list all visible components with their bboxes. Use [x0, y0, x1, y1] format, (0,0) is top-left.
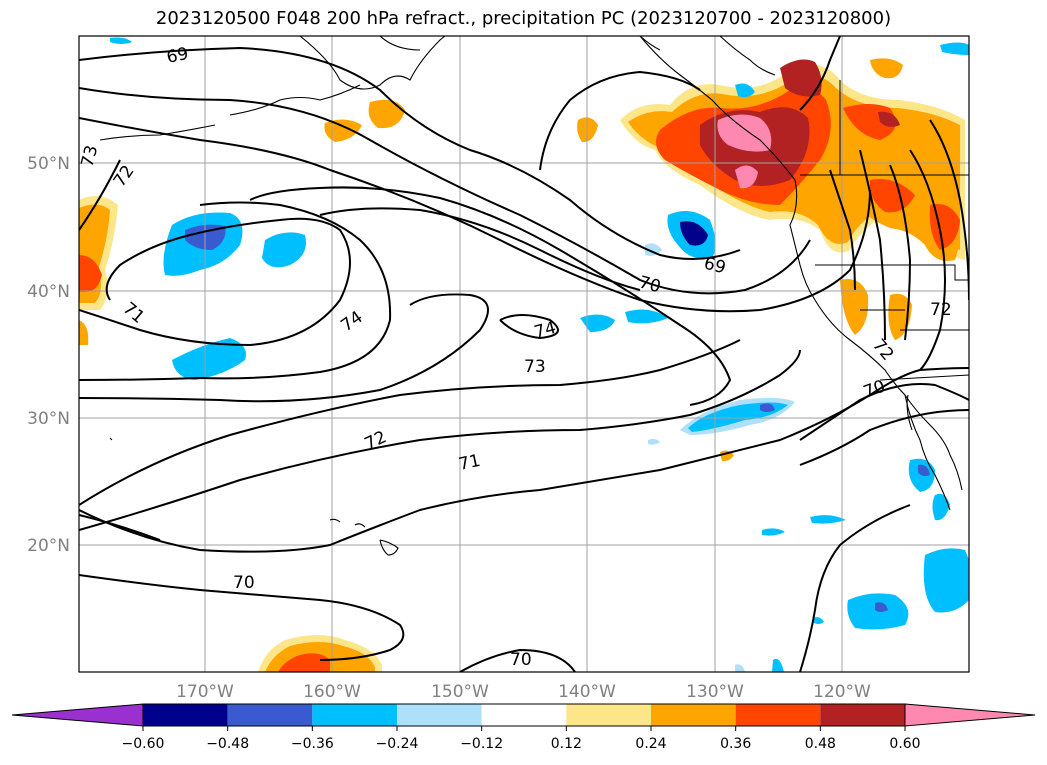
latitude-labels: 50°N 40°N 30°N 20°N	[27, 154, 70, 556]
colorbar-cell	[651, 704, 736, 726]
colorbar-cell	[481, 704, 567, 726]
colorbar-frame	[142, 703, 906, 727]
refractivity-contours	[79, 36, 969, 672]
colorbar-tick-label: 0.24	[635, 736, 666, 752]
contour-label: 70	[510, 650, 532, 670]
colorbar-cell	[735, 704, 821, 726]
colorbar-cell	[397, 704, 482, 726]
contour-label: 70	[233, 573, 255, 593]
colorbar-tick-label: 0.36	[720, 736, 751, 752]
coastlines	[99, 36, 963, 556]
contour-label: 71	[457, 451, 482, 475]
colorbar-tick-label: 0.12	[551, 736, 582, 752]
colorbar-cell	[227, 704, 313, 726]
colorbar-extend-low	[11, 703, 144, 727]
lat-label: 30°N	[27, 409, 70, 429]
colorbar-tick-label: 0.60	[889, 736, 920, 752]
colorbar-extend-high	[904, 703, 1036, 727]
colorbar-tick-label: 0.48	[805, 736, 836, 752]
lat-label: 50°N	[27, 154, 70, 174]
borders	[800, 80, 969, 381]
contour-label: 72	[930, 300, 952, 320]
lon-label: 150°W	[431, 682, 489, 702]
lon-label: 170°W	[176, 682, 234, 702]
map-title: 2023120500 F048 200 hPa refract., precip…	[155, 8, 892, 29]
colorbar-cell	[143, 704, 228, 726]
colorbar-cell	[566, 704, 651, 726]
map-frame	[78, 35, 970, 673]
lon-label: 140°W	[558, 682, 616, 702]
lat-label: 40°N	[27, 282, 70, 302]
colorbar-cell	[820, 704, 905, 726]
colorbar-tick-label: −0.48	[206, 736, 249, 752]
colorbar-tick-label: −0.24	[376, 736, 419, 752]
colorbar-cell	[312, 704, 397, 726]
lat-label: 20°N	[27, 536, 70, 556]
longitude-labels: 170°W 160°W 150°W 140°W 130°W 120°W	[176, 682, 871, 702]
colorbar-tick-label: −0.12	[460, 736, 503, 752]
contour-label: 73	[524, 357, 546, 377]
lon-label: 120°W	[813, 682, 871, 702]
contour-label: 69	[165, 44, 190, 68]
lon-label: 160°W	[303, 682, 361, 702]
lon-label: 130°W	[686, 682, 744, 702]
colorbar-tick-label: −0.36	[291, 736, 334, 752]
colorbar: −0.60 −0.48 −0.36 −0.24 −0.12 0.12 0.24 0.36 0.4…	[11, 703, 1036, 752]
colorbar-tick-label: −0.60	[122, 736, 165, 752]
